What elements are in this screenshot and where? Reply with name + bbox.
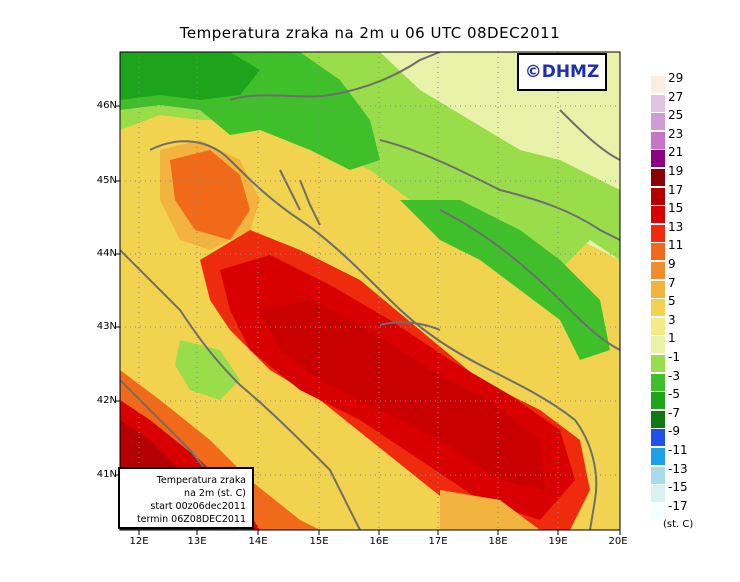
graticule [120,52,620,530]
lon-label-20e: 20E [608,536,628,547]
run-info-box: Temperatura zraka na 2m (st. C) start 00… [118,467,254,529]
coastlines [120,52,620,530]
lat-label-45n: 45N [96,175,117,186]
legend-swatch [651,206,665,224]
legend-swatch [651,224,665,242]
legend-swatch [651,280,665,298]
legend-label: 7 [668,275,676,290]
info-line-unit: na 2m (st. C) [184,488,246,499]
legend-label: 11 [668,238,684,253]
legend-swatch [651,169,665,186]
legend-swatch [651,355,665,372]
legend-swatch [651,76,665,93]
legend-label: -11 [668,443,688,457]
legend-label: -5 [668,387,680,402]
legend-unit: (st. C) [663,519,694,530]
axis-ticks [115,105,621,535]
legend-swatch [651,392,665,410]
legend-label: 27 [668,89,684,104]
lon-label-18e: 18E [488,536,508,547]
lon-label-16e: 16E [369,536,389,547]
legend-swatch [651,94,665,112]
temperature-field [120,52,620,530]
legend-swatch [651,113,665,131]
lon-label-15e: 15E [309,536,329,547]
legend-label: -1 [668,350,680,364]
legend-swatch [651,299,665,317]
legend-label: 21 [668,145,684,160]
legend-label: 23 [668,126,684,141]
legend-swatch [651,373,665,391]
legend-swatch [651,317,665,335]
legend-label: 1 [668,331,676,346]
legend-label: 13 [668,219,684,234]
legend-label: -3 [668,368,680,383]
legend-label: -7 [668,405,680,420]
legend-label: -9 [668,424,680,439]
map-title: Temperatura zraka na 2m u 06 UTC 08DEC20… [179,24,561,42]
legend-label: 17 [668,182,684,197]
lat-label-42n: 42N [96,395,117,406]
legend-swatch [651,466,665,484]
legend-label: 9 [668,257,676,271]
dhmz-logo: ©DHMZ [517,53,607,91]
legend-label: 25 [668,108,684,123]
legend-swatch [651,262,665,279]
legend-swatch [651,448,665,465]
legend-label: -17 [668,498,688,513]
legend-label: -13 [668,461,688,476]
legend-label: 19 [668,164,684,178]
legend-swatch [651,429,665,447]
info-line-variable: Temperatura zraka [156,475,246,486]
legend-swatch [651,503,665,521]
legend-label: 15 [668,201,684,216]
legend-label: 29 [668,71,684,85]
legend-swatch [651,131,665,149]
lon-label-12e: 12E [129,536,149,547]
lat-label-46n: 46N [96,100,117,111]
lon-label-19e: 19E [548,536,568,547]
legend-label: 3 [668,312,676,327]
lat-label-43n: 43N [96,321,117,332]
legend-label: -15 [668,480,688,495]
lon-label-17e: 17E [428,536,448,547]
plot-frame [119,51,621,531]
legend-swatch [651,150,665,168]
legend-swatch [651,336,665,354]
legend-swatch [651,485,665,503]
info-line-start: start 00z06dec2011 [150,501,246,512]
info-line-valid-time: termin 06Z08DEC2011 [136,514,246,525]
legend-swatch [651,410,665,428]
lon-label-14e: 14E [248,536,268,547]
lat-label-44n: 44N [96,248,117,259]
lat-label-41n: 41N [96,469,117,480]
lon-label-13e: 13E [187,536,207,547]
legend-swatch [651,243,665,261]
legend-swatch [651,187,665,205]
legend-label: 5 [668,294,676,309]
